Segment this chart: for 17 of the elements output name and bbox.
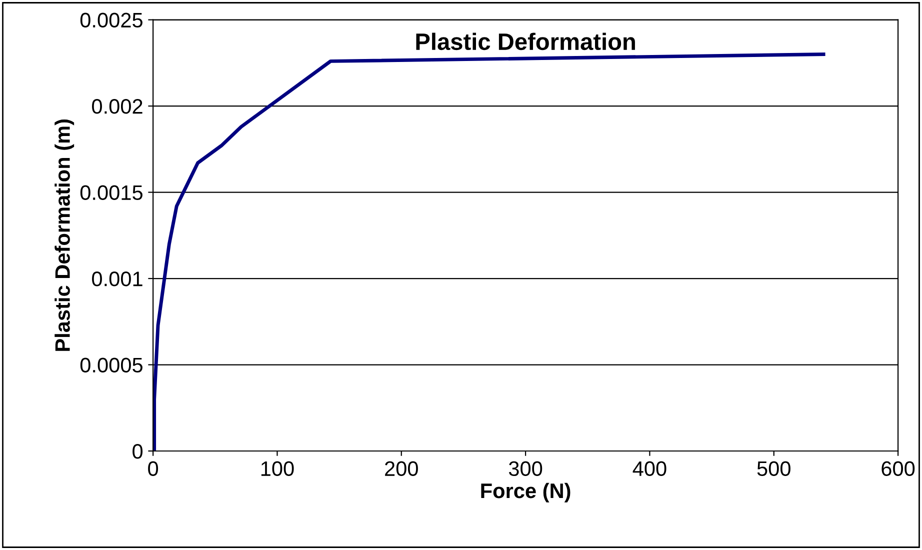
x-axis-title: Force (N) — [481, 482, 570, 502]
chart-title: Plastic Deformation — [416, 32, 635, 50]
x-tick-label: 100 — [261, 461, 294, 476]
line-series — [153, 52, 826, 451]
x-tick-label: 600 — [882, 461, 915, 476]
x-tick-label: 300 — [508, 461, 542, 476]
y-axis-title: Plastic Deformation (m) — [54, 120, 74, 351]
x-tick-label: 400 — [632, 461, 666, 476]
x-tick-label: 0 — [148, 461, 158, 476]
x-tick-label: 200 — [385, 461, 418, 476]
y-tick-label: 0.001 — [92, 272, 142, 286]
y-tick-label: 0.0005 — [80, 358, 142, 373]
y-tick-label: 0.002 — [92, 99, 142, 114]
x-tick-label: 500 — [757, 461, 790, 476]
y-tick-label: 0.0025 — [80, 12, 142, 28]
y-tick-label: 0.0015 — [80, 185, 142, 200]
y-tick-label: 0 — [132, 444, 143, 459]
